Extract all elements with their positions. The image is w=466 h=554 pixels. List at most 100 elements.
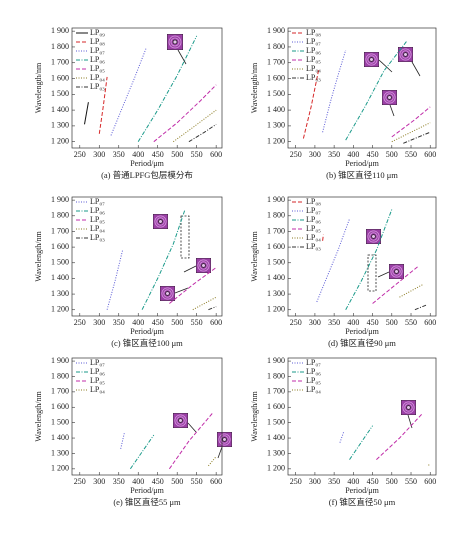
y-tick-label: 1 200 <box>267 305 285 314</box>
x-axis-label: Period/μm <box>345 327 379 336</box>
y-tick-label: 1 500 <box>51 258 69 267</box>
x-tick-label: 550 <box>405 150 417 159</box>
mode-icon <box>217 432 232 447</box>
x-tick-label: 600 <box>210 477 222 486</box>
legend-label: LP₀₄ <box>306 64 321 73</box>
panel: 250 300 350 400 450 500 550 600 1 200 1 300 1 400 1… <box>34 26 223 180</box>
arrow <box>378 59 393 73</box>
series-line <box>141 209 186 310</box>
series-line <box>137 35 198 142</box>
legend-label: LP₀₇ <box>306 37 321 46</box>
y-axis-label: Wavelength/nm <box>250 390 259 441</box>
arrow <box>377 271 390 278</box>
series-line <box>391 106 431 138</box>
x-tick-label: 250 <box>290 318 302 327</box>
highlight-box <box>367 254 377 292</box>
y-axis-label: Wavelength/nm <box>34 390 43 441</box>
highlight-box <box>180 215 190 259</box>
x-tick-label: 600 <box>210 150 222 159</box>
legend-label: LP₀₄ <box>90 385 105 394</box>
x-tick-label: 500 <box>386 318 398 327</box>
x-axis-label: Period/μm <box>345 486 379 495</box>
mode-icon <box>364 52 379 67</box>
x-tick-label: 600 <box>424 477 436 486</box>
y-tick-label: 1 800 <box>267 211 285 220</box>
x-tick-label: 400 <box>132 150 144 159</box>
y-tick-label: 1 900 <box>51 195 69 204</box>
series-line <box>110 48 147 136</box>
arrow <box>174 287 189 294</box>
x-axis-label: Period/μm <box>345 159 379 168</box>
x-tick-label: 250 <box>74 318 86 327</box>
mode-icon <box>382 90 397 105</box>
caption: (b) 锥区直径110 μm <box>326 170 398 180</box>
series-line <box>399 284 423 298</box>
x-tick-label: 350 <box>328 150 340 159</box>
y-tick-label: 1 200 <box>267 137 285 146</box>
y-tick-label: 1 500 <box>267 417 285 426</box>
y-axis-label: Wavelength/nm <box>34 62 43 113</box>
series-line <box>208 456 217 467</box>
y-tick-label: 1 700 <box>51 58 69 67</box>
x-tick-label: 400 <box>132 318 144 327</box>
mode-icon <box>401 400 416 415</box>
series-line <box>322 49 347 133</box>
series-line <box>120 431 126 449</box>
x-axis-label: Period/μm <box>130 486 164 495</box>
y-tick-label: 1 700 <box>267 226 285 235</box>
x-tick-label: 350 <box>113 150 125 159</box>
series-line <box>349 425 374 460</box>
panel: 250 300 350 400 450 500 550 600 1 200 1 300 1 400 1… <box>34 195 223 348</box>
series-line <box>84 102 89 125</box>
legend-label: LP₀₃ <box>90 233 105 242</box>
y-tick-label: 1 400 <box>267 433 285 442</box>
y-tick-label: 1 500 <box>51 89 69 98</box>
series-line <box>129 434 155 470</box>
legend-label: LP₀₄ <box>90 224 105 233</box>
x-tick-label: 400 <box>132 477 144 486</box>
legend-label: LP₀₆ <box>90 55 105 64</box>
y-tick-label: 1 300 <box>51 121 69 130</box>
x-tick-label: 450 <box>152 318 164 327</box>
legend-label: LP₀₄ <box>90 73 105 82</box>
x-tick-label: 550 <box>405 318 417 327</box>
x-tick-label: 500 <box>171 150 183 159</box>
legend-label: LP₀₅ <box>90 64 105 73</box>
legend-label: LP₀₄ <box>306 385 321 394</box>
legend-label: LP₀₅ <box>90 376 105 385</box>
series-line <box>403 131 431 144</box>
legend-label: LP₀₅ <box>306 376 321 385</box>
y-tick-label: 1 300 <box>51 448 69 457</box>
x-tick-label: 450 <box>152 150 164 159</box>
plot-frame <box>71 357 223 476</box>
legend-label: LP₀₈ <box>306 197 321 206</box>
y-tick-label: 1 200 <box>51 305 69 314</box>
y-tick-label: 1 600 <box>51 402 69 411</box>
x-tick-label: 250 <box>290 477 302 486</box>
x-tick-label: 450 <box>367 150 379 159</box>
legend-label: LP₀₃ <box>306 73 321 82</box>
y-tick-label: 1 200 <box>51 137 69 146</box>
mode-icon <box>366 229 381 244</box>
x-tick-label: 500 <box>171 477 183 486</box>
y-axis-label: Wavelength/nm <box>250 230 259 281</box>
mode-icon <box>196 258 211 273</box>
x-tick-label: 550 <box>191 477 203 486</box>
x-tick-label: 450 <box>152 477 164 486</box>
y-tick-label: 1 800 <box>267 42 285 51</box>
y-tick-label: 1 400 <box>51 105 69 114</box>
legend-label: LP₀₅ <box>306 55 321 64</box>
mode-icon <box>167 34 183 50</box>
series-line <box>208 306 217 311</box>
x-tick-label: 600 <box>210 318 222 327</box>
legend-label: LP₀₄ <box>306 233 321 242</box>
x-tick-label: 500 <box>386 477 398 486</box>
x-axis-label: Period/μm <box>130 327 164 336</box>
x-tick-label: 500 <box>171 318 183 327</box>
x-tick-label: 350 <box>328 318 340 327</box>
x-tick-label: 350 <box>113 318 125 327</box>
y-tick-label: 1 700 <box>51 226 69 235</box>
y-tick-label: 1 700 <box>267 58 285 67</box>
legend-label: LP₀₆ <box>90 206 105 215</box>
